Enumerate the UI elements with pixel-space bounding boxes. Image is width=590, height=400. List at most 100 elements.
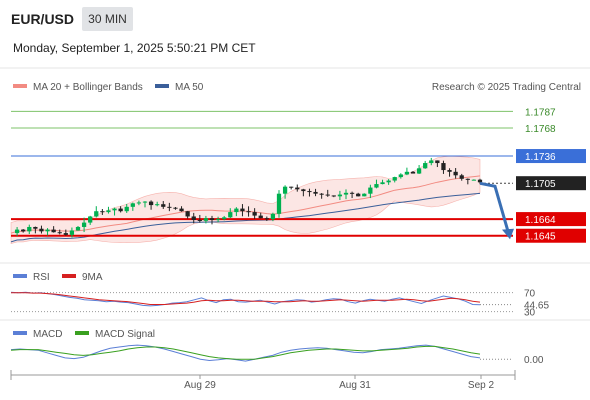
candle-body xyxy=(252,212,257,216)
legend-label-bollinger: MA 20 + Bollinger Bands xyxy=(33,82,143,93)
legend-swatch-bollinger xyxy=(13,84,27,88)
candle-body xyxy=(45,229,50,232)
candle-body xyxy=(453,171,458,176)
candle-body xyxy=(100,211,105,213)
candle-body xyxy=(112,208,117,211)
candle-body xyxy=(356,193,361,197)
candle-body xyxy=(118,208,123,212)
candle-body xyxy=(276,193,282,214)
candle-body xyxy=(33,226,38,229)
candle-body xyxy=(51,229,56,233)
rsi-line xyxy=(10,291,481,307)
ma20-line xyxy=(10,175,481,234)
candle-body xyxy=(380,182,385,185)
candle-body xyxy=(307,191,312,193)
candle-body xyxy=(203,218,209,221)
candle-body xyxy=(209,218,215,220)
candle-body xyxy=(222,217,227,220)
candle-body xyxy=(295,187,300,190)
level-label-support: 1.1664 xyxy=(525,215,556,226)
candle-body xyxy=(289,186,294,188)
candle-body xyxy=(465,178,470,180)
candle-body xyxy=(362,193,367,197)
symbol-title: EUR/USD xyxy=(11,11,75,27)
candle-body xyxy=(471,179,477,181)
candle-body xyxy=(319,193,324,195)
time-axis-label: Aug 31 xyxy=(339,380,371,391)
forecast-arrow-head xyxy=(502,228,514,240)
candle-body xyxy=(39,228,44,232)
macd-signal-line xyxy=(10,345,481,360)
candle-body xyxy=(185,211,190,217)
timeframe-button[interactable]: 30 MIN xyxy=(82,7,133,31)
candle-body xyxy=(75,226,81,231)
legend-label-macd-signal: MACD Signal xyxy=(95,329,155,340)
candle-body xyxy=(246,211,251,213)
candle-body xyxy=(349,192,355,194)
candle-body xyxy=(106,210,111,213)
time-axis-label: Aug 29 xyxy=(184,380,216,391)
candle-body xyxy=(124,206,129,212)
candle-body xyxy=(429,160,434,164)
candle-body xyxy=(197,219,202,221)
legend-swatch-ma50 xyxy=(155,84,169,88)
candle-body xyxy=(313,191,318,194)
candle-body xyxy=(386,180,391,183)
chart-header: EUR/USD 30 MIN Monday, September 1, 2025… xyxy=(0,0,590,68)
watermark: Research © 2025 Trading Central xyxy=(432,82,581,93)
legend-label-ma50: MA 50 xyxy=(175,82,204,93)
level-label-pivot: 1.1736 xyxy=(525,152,556,163)
candle-body xyxy=(234,208,239,213)
candle-body xyxy=(155,204,160,206)
candle-body xyxy=(477,179,483,183)
macd-last-value: 0.00 xyxy=(524,355,544,366)
forecast-arrow-line xyxy=(479,181,510,232)
level-label-box xyxy=(516,228,586,243)
candle-body xyxy=(441,163,446,171)
bollinger-band xyxy=(10,155,481,244)
candle-body xyxy=(404,171,410,175)
candle-body xyxy=(398,174,403,178)
datetime-label: Monday, September 1, 2025 5:50:21 PM CET xyxy=(13,41,256,55)
candle-body xyxy=(331,195,336,197)
candle-body xyxy=(69,230,75,235)
candle-body xyxy=(148,201,154,206)
candle-body xyxy=(57,232,62,234)
candle-body xyxy=(130,203,135,207)
candle-body xyxy=(435,160,440,164)
candle-body xyxy=(215,219,221,221)
candle-body xyxy=(416,168,422,174)
level-label-box xyxy=(516,212,586,227)
rsi-last-value: 44.65 xyxy=(524,301,549,312)
level-label-resistance: 1.1787 xyxy=(525,107,556,118)
candle-body xyxy=(447,170,452,172)
candle-body xyxy=(343,192,349,195)
level-label-last: 1.1705 xyxy=(525,179,556,190)
legend-label-macd: MACD xyxy=(33,329,62,340)
candle-body xyxy=(282,186,288,194)
candle-body xyxy=(179,208,184,212)
legend-label-9ma: 9MA xyxy=(82,272,103,283)
candle-body xyxy=(191,216,196,220)
candle-body xyxy=(136,202,142,204)
candle-body xyxy=(423,163,428,169)
legend-label-rsi: RSI xyxy=(33,272,50,283)
legend-swatch-9ma xyxy=(62,274,76,278)
legend-swatch-macd-signal xyxy=(75,331,89,335)
candle-body xyxy=(240,208,245,212)
candle-body xyxy=(337,194,343,197)
rsi-9ma-line xyxy=(11,292,481,305)
candle-body xyxy=(142,201,148,203)
candle-body xyxy=(94,211,99,217)
candle-body xyxy=(410,171,416,174)
rsi-tick-label: 30 xyxy=(524,308,536,319)
candle-body xyxy=(161,204,166,207)
legend-swatch-macd xyxy=(13,331,27,335)
candle-body xyxy=(167,206,172,208)
candle-body xyxy=(374,184,379,188)
candle-body xyxy=(264,218,269,220)
candle-body xyxy=(27,226,32,232)
candle-body xyxy=(63,233,68,235)
candle-body xyxy=(173,207,178,209)
time-axis-label: Sep 2 xyxy=(468,380,495,391)
